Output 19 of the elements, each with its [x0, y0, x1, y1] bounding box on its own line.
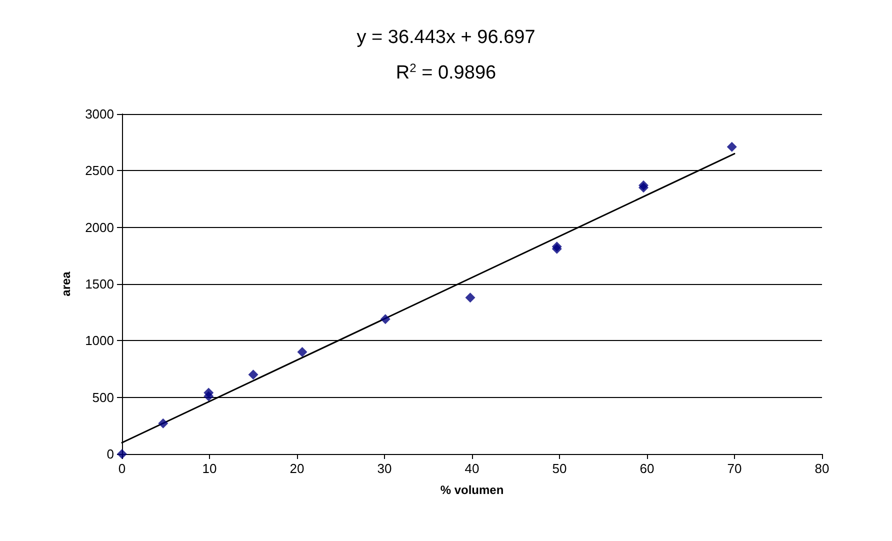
x-tick-label: 50 — [552, 461, 567, 476]
y-tick-label: 1500 — [85, 276, 114, 292]
x-tick-label: 60 — [640, 461, 654, 476]
x-tick-label: 80 — [814, 461, 830, 476]
y-tick-label: 1000 — [85, 333, 114, 348]
y-tick-label: 500 — [92, 390, 114, 405]
x-tick-label: 10 — [202, 461, 217, 476]
x-tick-label: 40 — [464, 461, 480, 476]
y-tick-label: 2500 — [85, 163, 114, 178]
x-tick-label: 70 — [727, 461, 742, 476]
x-tick-label: 0 — [118, 461, 126, 476]
y-tick-label: 3000 — [85, 106, 114, 122]
y-tick-label: 2000 — [85, 220, 114, 235]
x-axis-title: % volumen — [440, 483, 504, 497]
y-axis-title: area — [59, 271, 73, 296]
text: y = 36.443x + 96.697 — [356, 27, 536, 48]
y-tick-label: 0 — [106, 446, 114, 462]
x-tick-label: 30 — [377, 461, 392, 476]
x-tick-label: 20 — [290, 461, 304, 476]
